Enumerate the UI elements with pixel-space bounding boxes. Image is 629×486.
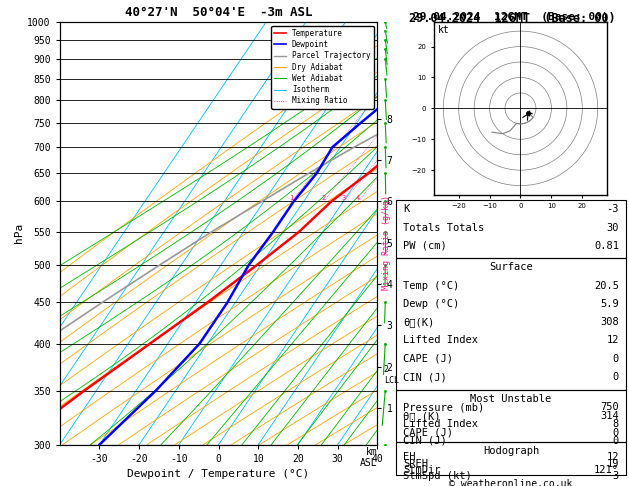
Text: 30: 30 bbox=[606, 223, 619, 232]
Text: 20.5: 20.5 bbox=[594, 280, 619, 291]
Text: 3: 3 bbox=[613, 471, 619, 482]
Text: 0: 0 bbox=[613, 372, 619, 382]
Text: kt: kt bbox=[437, 25, 449, 35]
Text: PW (cm): PW (cm) bbox=[403, 241, 447, 251]
Text: 4: 4 bbox=[356, 195, 360, 201]
Text: 29.04.2024  12GMT  (Base: 00): 29.04.2024 12GMT (Base: 00) bbox=[413, 12, 609, 22]
Text: 3: 3 bbox=[342, 195, 346, 201]
Text: 0: 0 bbox=[613, 428, 619, 437]
Text: -3: -3 bbox=[606, 205, 619, 214]
Bar bbox=[396, 200, 626, 258]
Text: Lifted Index: Lifted Index bbox=[403, 335, 478, 346]
Text: CAPE (J): CAPE (J) bbox=[403, 428, 453, 437]
Text: EH: EH bbox=[403, 452, 416, 462]
Bar bbox=[396, 442, 626, 475]
Text: 2
LCL: 2 LCL bbox=[384, 365, 399, 385]
Text: Temp (°C): Temp (°C) bbox=[403, 280, 459, 291]
Text: Surface: Surface bbox=[489, 262, 533, 272]
Text: Mixing Ratio (g/kg): Mixing Ratio (g/kg) bbox=[382, 195, 391, 291]
Text: CIN (J): CIN (J) bbox=[403, 436, 447, 446]
Text: © weatheronline.co.uk: © weatheronline.co.uk bbox=[449, 479, 573, 486]
Text: 8: 8 bbox=[613, 419, 619, 429]
Text: 19: 19 bbox=[606, 459, 619, 469]
Text: 29.04.2024  12GMT  (Base: 00): 29.04.2024 12GMT (Base: 00) bbox=[409, 12, 616, 25]
Text: 314: 314 bbox=[600, 411, 619, 421]
Text: Pressure (mb): Pressure (mb) bbox=[403, 402, 484, 413]
Text: 0: 0 bbox=[613, 436, 619, 446]
Text: 0: 0 bbox=[613, 354, 619, 364]
Text: Dewp (°C): Dewp (°C) bbox=[403, 299, 459, 309]
Text: Most Unstable: Most Unstable bbox=[470, 394, 552, 404]
Text: 5.9: 5.9 bbox=[600, 299, 619, 309]
Legend: Temperature, Dewpoint, Parcel Trajectory, Dry Adiabat, Wet Adiabat, Isotherm, Mi: Temperature, Dewpoint, Parcel Trajectory… bbox=[271, 26, 374, 108]
Y-axis label: hPa: hPa bbox=[14, 223, 25, 243]
Text: θᴇ (K): θᴇ (K) bbox=[403, 411, 441, 421]
Text: 12: 12 bbox=[606, 335, 619, 346]
Text: SREH: SREH bbox=[403, 459, 428, 469]
Text: StmSpd (kt): StmSpd (kt) bbox=[403, 471, 472, 482]
Text: 12: 12 bbox=[606, 452, 619, 462]
Text: 308: 308 bbox=[600, 317, 619, 327]
Text: 121°: 121° bbox=[594, 465, 619, 475]
Title: 40°27'N  50°04'E  -3m ASL: 40°27'N 50°04'E -3m ASL bbox=[125, 6, 313, 19]
Text: 750: 750 bbox=[600, 402, 619, 413]
Text: CIN (J): CIN (J) bbox=[403, 372, 447, 382]
Text: 1: 1 bbox=[289, 195, 294, 201]
Text: 2: 2 bbox=[321, 195, 326, 201]
Text: Lifted Index: Lifted Index bbox=[403, 419, 478, 429]
Text: StmDir: StmDir bbox=[403, 465, 441, 475]
Text: K: K bbox=[403, 205, 409, 214]
Bar bbox=[396, 258, 626, 390]
Text: 0.81: 0.81 bbox=[594, 241, 619, 251]
Text: km
ASL: km ASL bbox=[360, 447, 377, 469]
Text: Totals Totals: Totals Totals bbox=[403, 223, 484, 232]
Text: CAPE (J): CAPE (J) bbox=[403, 354, 453, 364]
Text: Hodograph: Hodograph bbox=[483, 446, 539, 456]
X-axis label: Dewpoint / Temperature (°C): Dewpoint / Temperature (°C) bbox=[128, 469, 309, 479]
Text: θᴇ(K): θᴇ(K) bbox=[403, 317, 435, 327]
Bar bbox=[396, 390, 626, 442]
